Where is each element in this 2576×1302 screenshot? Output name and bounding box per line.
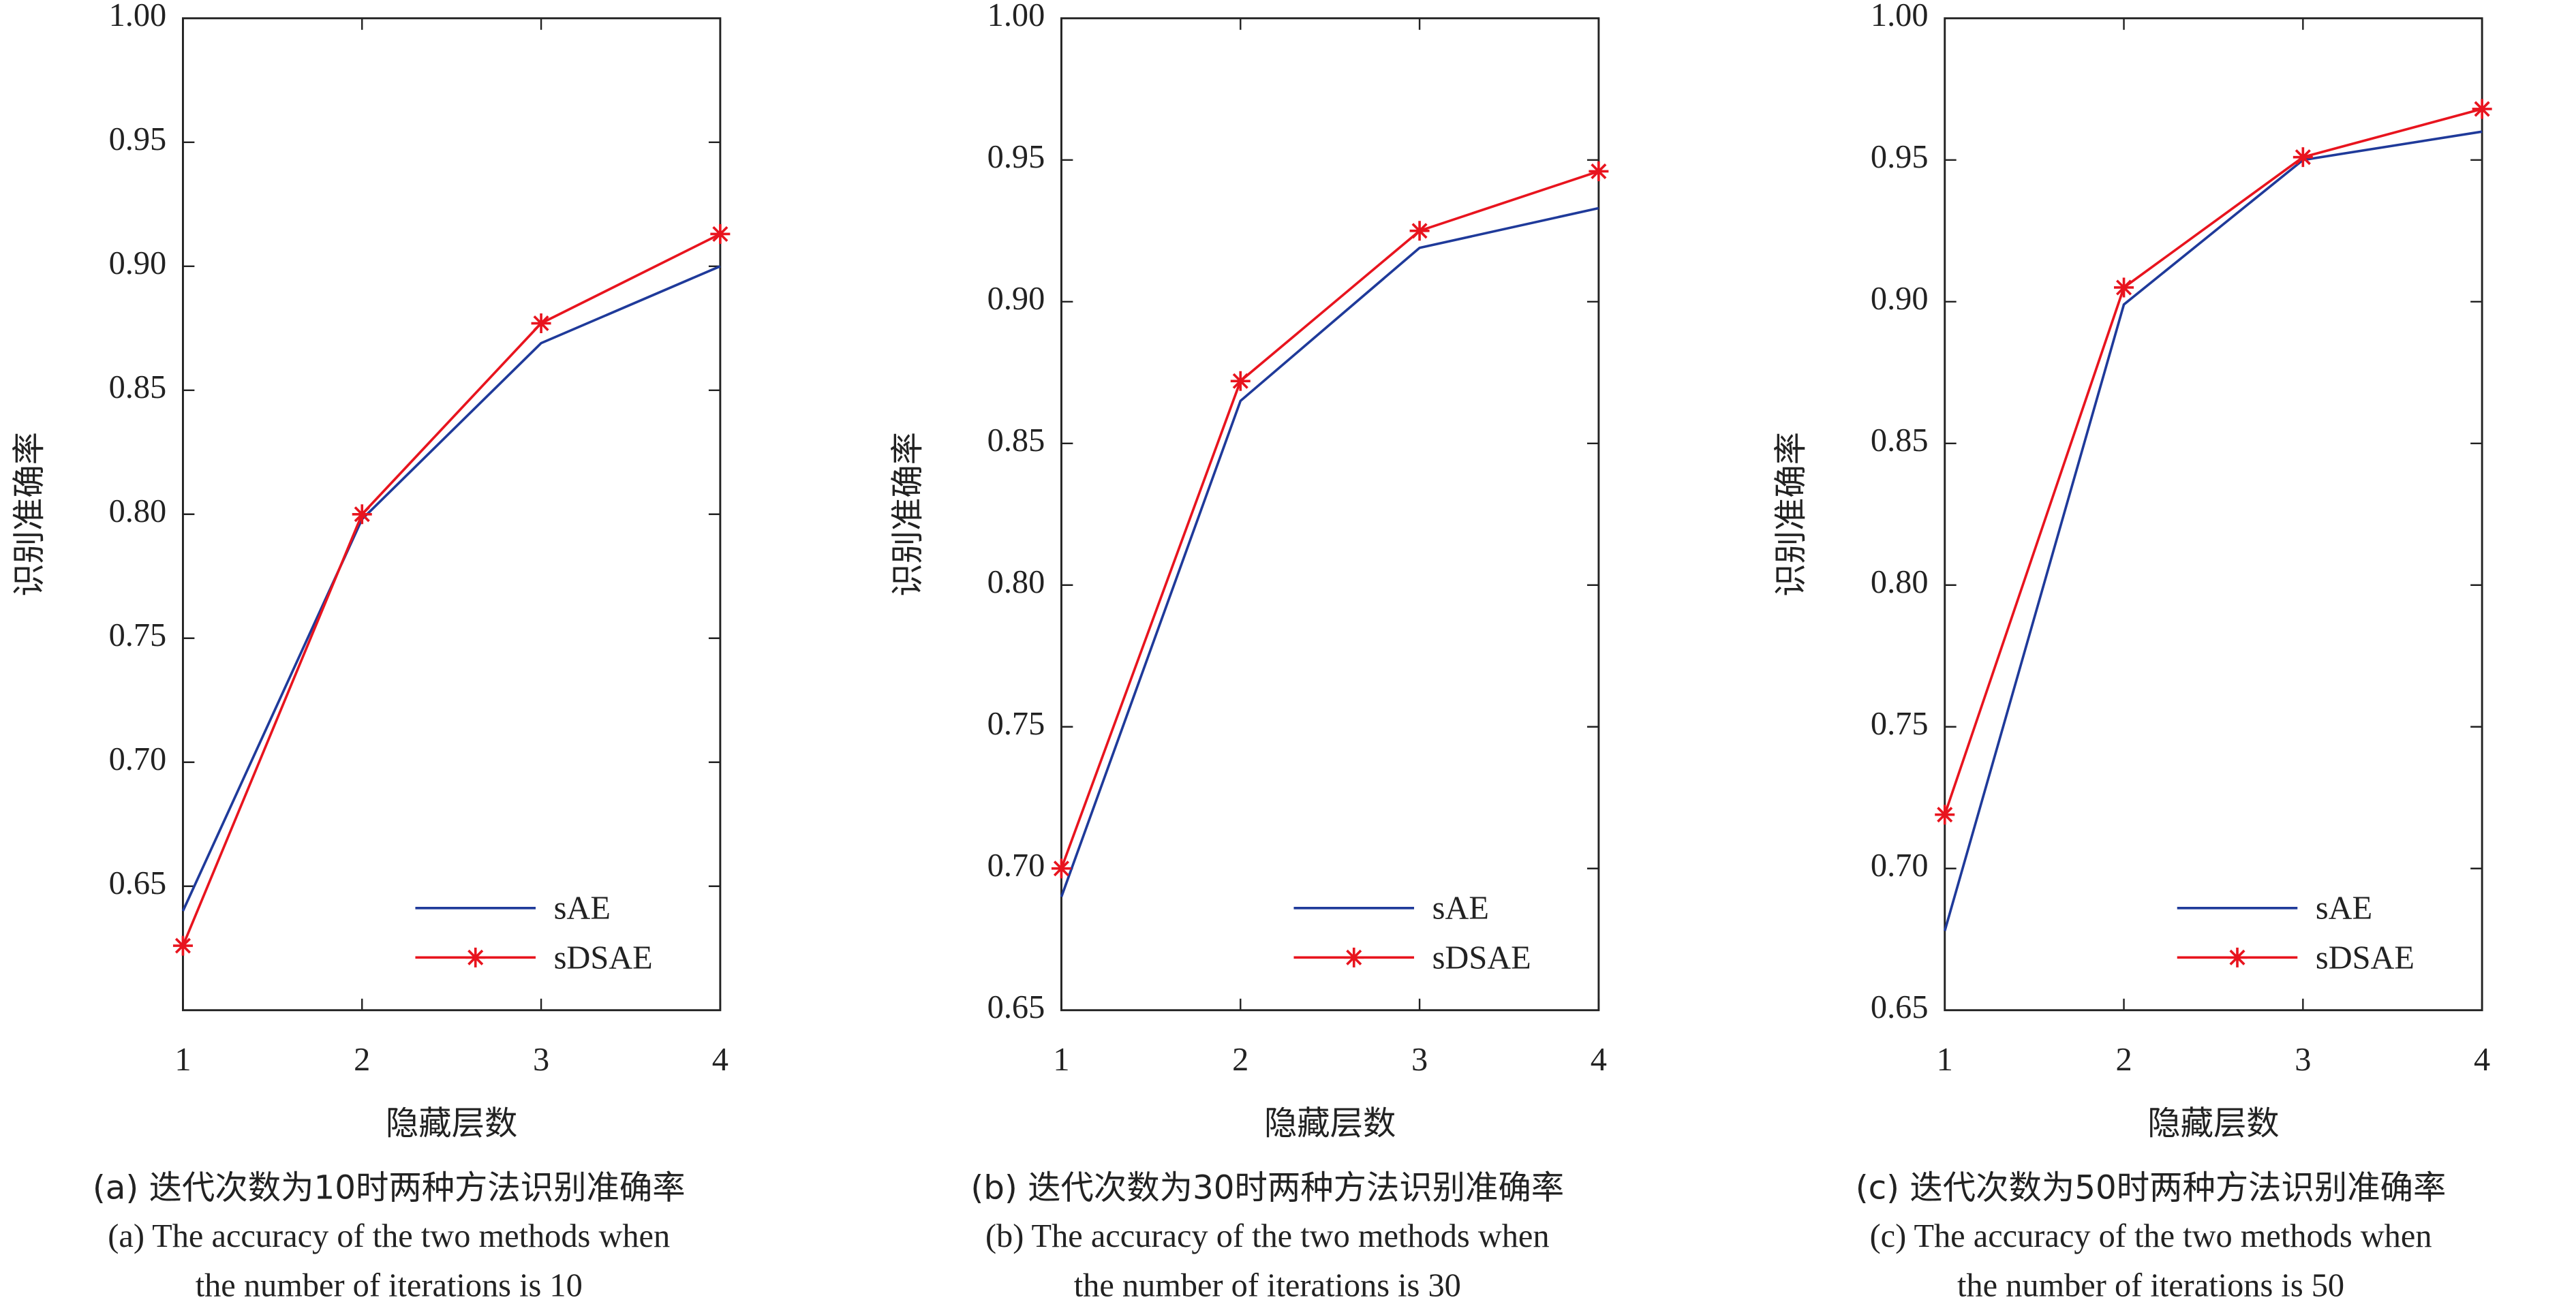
x-tick-label: 1 [1053, 1042, 1069, 1078]
x-tick-label: 4 [2474, 1042, 2490, 1078]
marker [2114, 277, 2134, 298]
legend-label: sDSAE [2316, 940, 2414, 976]
series-line [1943, 130, 2483, 931]
legend-label: sAE [1432, 890, 1489, 927]
legend-label: sAE [554, 890, 611, 927]
plot-frame [181, 17, 722, 1012]
x-axis-label: 隐藏层数 [1264, 1104, 1396, 1143]
caption: (b) 迭代次数为30时两种方法识别准确率 [970, 1168, 1564, 1207]
y-tick-label: 0.75 [109, 617, 167, 653]
y-tick-label: 0.75 [1871, 706, 1929, 742]
plot-frame [1944, 17, 2483, 1012]
series-line [181, 232, 721, 946]
x-tick-label: 3 [1411, 1042, 1428, 1078]
caption: (a) 迭代次数为10时两种方法识别准确率 [93, 1168, 686, 1207]
y-tick-label: 1.00 [987, 0, 1045, 33]
x-tick-label: 4 [712, 1042, 729, 1078]
y-tick-label: 0.65 [109, 865, 167, 901]
x-tick-label: 2 [354, 1042, 370, 1078]
y-tick-label: 0.70 [1871, 848, 1929, 884]
marker [2293, 147, 2313, 168]
marker [2472, 99, 2492, 119]
y-tick-label: 1.00 [1871, 0, 1929, 33]
y-tick-label: 0.65 [987, 989, 1045, 1025]
plot-frame [1060, 17, 1600, 1012]
caption: (c) 迭代次数为50时两种方法识别准确率 [1856, 1168, 2447, 1207]
marker [1051, 858, 1071, 879]
y-tick-label: 0.80 [109, 493, 167, 529]
legend-label: sDSAE [554, 940, 653, 976]
series-line [1060, 206, 1599, 897]
y-tick-label: 0.70 [109, 741, 167, 777]
y-tick-label: 0.95 [109, 121, 167, 157]
x-tick-label: 4 [1591, 1042, 1607, 1078]
legend-marker [1344, 947, 1364, 967]
y-tick-label: 0.65 [1871, 989, 1929, 1025]
marker [710, 223, 731, 244]
y-tick-label: 0.90 [1871, 281, 1929, 317]
x-tick-label: 3 [2295, 1042, 2311, 1078]
caption: the number of iterations is 10 [196, 1268, 583, 1302]
x-axis-label: 隐藏层数 [2147, 1104, 2279, 1143]
series-line [1060, 170, 1599, 869]
y-axis-label: 识别准确率 [1772, 432, 1810, 597]
y-tick-label: 0.75 [987, 706, 1045, 742]
caption: (b) The accuracy of the two methods when [985, 1218, 1550, 1254]
series-line [1944, 108, 2483, 816]
marker [172, 935, 193, 956]
x-tick-label: 3 [533, 1042, 549, 1078]
y-tick-label: 0.90 [109, 245, 167, 281]
marker [1409, 221, 1430, 241]
legend-label: sDSAE [1432, 940, 1531, 976]
y-tick-label: 0.95 [987, 139, 1045, 175]
y-tick-label: 1.00 [109, 0, 167, 33]
y-tick-label: 0.80 [1871, 564, 1929, 600]
y-tick-label: 0.90 [987, 281, 1045, 317]
series-line [181, 265, 721, 912]
x-tick-label: 2 [2115, 1042, 2132, 1078]
marker [531, 313, 551, 334]
legend-marker [465, 947, 486, 967]
legend-marker [2227, 947, 2248, 967]
y-tick-label: 0.85 [1871, 422, 1929, 459]
legend-label: sAE [2316, 890, 2372, 927]
y-tick-label: 0.85 [987, 422, 1045, 459]
x-axis-label: 隐藏层数 [386, 1104, 517, 1143]
caption: (a) The accuracy of the two methods when [108, 1218, 670, 1254]
x-tick-label: 2 [1232, 1042, 1248, 1078]
y-axis-label: 识别准确率 [889, 432, 927, 597]
caption: the number of iterations is 30 [1074, 1268, 1461, 1302]
marker [1230, 371, 1251, 391]
marker [352, 504, 372, 525]
caption: the number of iterations is 50 [1957, 1268, 2344, 1302]
y-tick-label: 0.80 [987, 564, 1045, 600]
marker [1589, 161, 1609, 181]
marker [1935, 805, 1955, 825]
x-tick-label: 1 [1937, 1042, 1953, 1078]
y-tick-label: 0.95 [1871, 139, 1929, 175]
x-tick-label: 1 [174, 1042, 191, 1078]
y-tick-label: 0.70 [987, 848, 1045, 884]
caption: (c) The accuracy of the two methods when [1870, 1218, 2432, 1254]
y-tick-label: 0.85 [109, 369, 167, 405]
y-axis-label: 识别准确率 [10, 432, 48, 597]
